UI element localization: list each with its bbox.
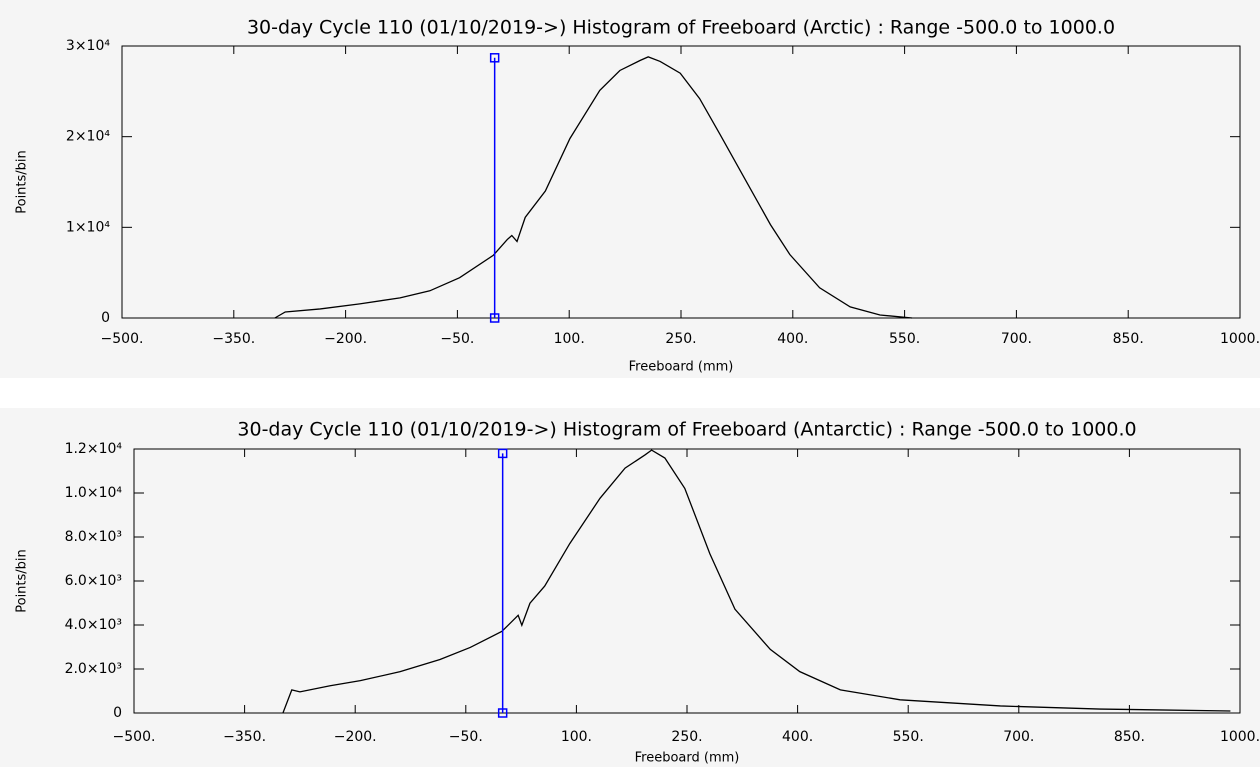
y-axis-label: Points/bin (15, 150, 30, 214)
y-tick-label: 2.0×10³ (65, 661, 122, 677)
x-tick-label: −200. (334, 729, 377, 745)
x-tick-label: 400. (777, 331, 808, 347)
x-tick-label: 700. (1001, 331, 1032, 347)
reference-marker (497, 448, 508, 459)
x-tick-label: −200. (324, 331, 367, 347)
y-tick-label: 1×10⁴ (66, 219, 110, 235)
x-axis-label: Freeboard (mm) (629, 360, 734, 375)
y-tick-label: 1.2×10⁴ (65, 441, 123, 457)
x-tick-label: 700. (1003, 729, 1034, 745)
x-tick-label: 100. (561, 729, 592, 745)
x-tick-label: 250. (665, 331, 696, 347)
data-line (282, 449, 1231, 714)
x-tick-label: 100. (554, 331, 585, 347)
chart-title: 30-day Cycle 110 (01/10/2019->) Histogra… (247, 17, 1115, 39)
x-tick-label: 250. (671, 729, 702, 745)
y-tick-label: 6.0×10³ (65, 573, 122, 589)
y-tick-label: 2×10⁴ (66, 129, 110, 145)
x-tick-label: 550. (893, 729, 924, 745)
x-tick-label: −500. (113, 729, 156, 745)
y-tick-label: 4.0×10³ (65, 617, 122, 633)
x-tick-label: 1000. (1220, 331, 1260, 347)
x-tick-label: 550. (889, 331, 920, 347)
x-tick-label: −350. (212, 331, 255, 347)
reference-marker (489, 53, 500, 63)
y-tick-label: 1.0×10⁴ (65, 485, 123, 501)
y-tick-label: 8.0×10³ (65, 529, 122, 545)
y-tick-label: 3×10⁴ (66, 38, 110, 54)
x-tick-label: −50. (440, 331, 474, 347)
x-tick-label: −350. (223, 729, 266, 745)
x-tick-label: −500. (101, 331, 144, 347)
chart-title: 30-day Cycle 110 (01/10/2019->) Histogra… (237, 419, 1136, 441)
x-tick-label: 850. (1113, 331, 1144, 347)
y-axis-label: Points/bin (15, 549, 30, 613)
y-tick-label: 0 (113, 705, 122, 721)
x-tick-label: −50. (449, 729, 483, 745)
x-axis-label: Freeboard (mm) (635, 751, 740, 766)
x-tick-label: 850. (1114, 729, 1145, 745)
data-line (274, 56, 913, 319)
x-tick-label: 400. (782, 729, 813, 745)
reference-marker (497, 708, 508, 718)
reference-marker (489, 313, 500, 323)
y-tick-label: 0 (101, 310, 110, 326)
panel-background (0, 0, 1260, 378)
x-tick-label: 1000. (1220, 729, 1260, 745)
